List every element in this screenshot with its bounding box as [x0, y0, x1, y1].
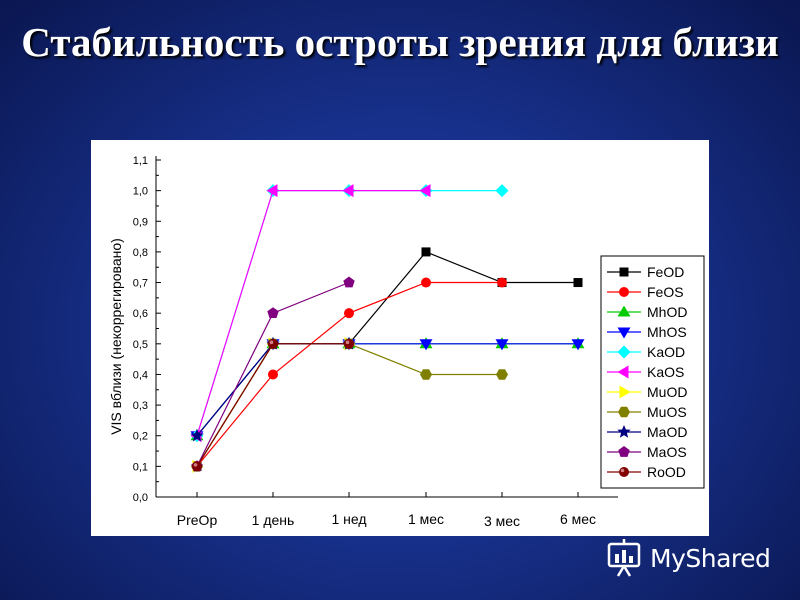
legend-marker [619, 287, 629, 297]
legend-item-MuOS: MuOS [607, 404, 687, 420]
watermark: MyShared [606, 536, 796, 580]
series-MuOD [192, 337, 356, 473]
data-point [421, 277, 431, 288]
y-tick-label: 0,6 [133, 308, 148, 320]
data-point [342, 184, 354, 198]
y-tick-label: 0,5 [133, 339, 148, 351]
data-point [268, 338, 278, 349]
data-point [496, 369, 508, 380]
y-tick-label: 0,0 [133, 492, 148, 504]
y-tick-label: 0,9 [133, 216, 148, 228]
x-tick-label: 1 день [252, 512, 295, 528]
legend-item-KaOS: KaOS [607, 364, 684, 380]
data-point [421, 247, 431, 257]
legend-item-FeOD: FeOD [607, 264, 684, 280]
data-point [268, 369, 278, 380]
legend-marker-highlight [620, 468, 625, 473]
legend-marker [618, 406, 630, 418]
data-point [571, 339, 585, 351]
data-point [343, 276, 355, 288]
series-MhOS [190, 339, 585, 443]
legend-marker [619, 467, 629, 477]
watermark-text: MyShared [650, 543, 771, 573]
legend-marker [617, 345, 631, 359]
x-tick-label: 3 мес [484, 513, 520, 529]
data-point [573, 278, 583, 288]
y-tick-label: 1,0 [133, 186, 148, 198]
data-point [344, 308, 354, 319]
series-line [196, 343, 502, 467]
data-point [495, 339, 509, 351]
y-tick-label: 0,2 [133, 431, 148, 443]
legend-marker [617, 327, 631, 339]
y-tick-label: 0,1 [133, 461, 148, 473]
legend-item-MaOD: MaOD [607, 424, 687, 440]
legend-marker [618, 446, 630, 457]
legend-item-MaOS: MaOS [607, 444, 687, 460]
legend-label: MaOD [647, 424, 687, 440]
line-chart: 0,0 0,1 0,2 0,3 0,4 0,5 0,6 0,7 0,8 0,9 1,0 1,1 PreO… [108, 155, 705, 529]
y-tick-label: 0,4 [133, 369, 148, 381]
data-point [495, 184, 509, 198]
legend-marker [619, 267, 629, 277]
series-MuOS [191, 338, 508, 472]
legend-marker [619, 385, 631, 399]
legend-label: KaOD [647, 344, 685, 360]
series-RoOD [192, 338, 354, 472]
series-MaOD [190, 336, 356, 442]
legend-item-MhOS: MhOS [607, 324, 687, 340]
x-tick-label: PreOp [177, 512, 218, 528]
y-tick-label: 1,1 [133, 155, 148, 167]
data-point [420, 369, 432, 380]
series-line [196, 343, 578, 437]
chart-panel: 0,0 0,1 0,2 0,3 0,4 0,5 0,6 0,7 0,8 0,9 1,0 1,1 PreO… [91, 140, 709, 536]
data-point [497, 277, 507, 288]
data-point-highlight [193, 463, 198, 467]
legend-label: MhOD [647, 304, 687, 320]
legend-label: MhOS [647, 324, 687, 340]
presentation-icon [607, 539, 641, 577]
data-point [266, 184, 278, 198]
legend-marker [617, 305, 631, 317]
legend-marker [617, 425, 631, 438]
x-tick-label: 1 нед [331, 511, 366, 527]
legend-item-FeOS: FeOS [607, 284, 684, 300]
data-point [419, 184, 431, 198]
legend-label: RoOD [647, 464, 686, 480]
legend-marker [617, 365, 629, 379]
series-line [196, 343, 349, 437]
legend-label: MaOS [647, 444, 687, 460]
legend-label: KaOS [647, 364, 684, 380]
series-MhOD [190, 337, 585, 441]
legend-label: FeOD [647, 264, 684, 280]
y-tick-label: 0,3 [133, 400, 148, 412]
y-tick-label: 0,7 [133, 278, 148, 290]
y-tick-label: 0,8 [133, 247, 148, 259]
legend-item-RoOD: RoOD [607, 464, 686, 480]
data-point-highlight [269, 340, 274, 345]
data-point [344, 338, 354, 349]
x-tick-label: 1 мес [408, 511, 444, 527]
data-point-highlight [345, 340, 350, 345]
series-line [196, 343, 578, 437]
legend-item-KaOD: KaOD [607, 344, 685, 360]
data-point [419, 339, 433, 351]
data-point [190, 428, 204, 442]
data-point [267, 307, 279, 318]
legend-label: MuOS [647, 404, 687, 420]
x-tick-label: 6 мес [560, 511, 596, 527]
legend-item-MuOD: MuOD [607, 384, 687, 400]
slide-title: Стабильность остроты зрения для близи [21, 19, 779, 65]
series-line [196, 189, 426, 436]
series-KaOS [190, 184, 431, 443]
y-axis-label: VIS вблизи (некоррегировано) [108, 238, 124, 435]
legend-label: FeOS [647, 284, 684, 300]
legend-item-MhOD: MhOD [607, 304, 687, 320]
data-point [192, 461, 202, 472]
legend-label: MuOD [647, 384, 687, 400]
